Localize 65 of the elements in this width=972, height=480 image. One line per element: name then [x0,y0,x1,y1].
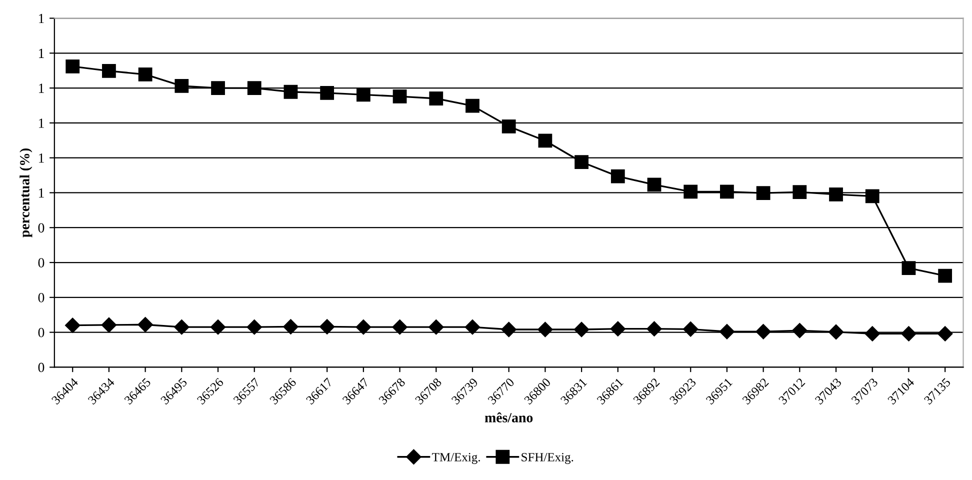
point [502,119,516,134]
y-tick-label: 0 [38,223,44,233]
point [720,184,734,199]
point [864,326,880,342]
y-tick-label: 1 [38,14,44,24]
point [538,322,553,338]
point [829,188,843,202]
y-tick-label: 0 [38,258,44,268]
point [792,322,808,338]
point [901,326,916,342]
point [647,178,662,192]
point [247,81,262,95]
point [246,320,262,335]
point [320,86,334,100]
point [138,317,153,332]
point [392,89,407,104]
point [284,84,298,99]
point [902,261,916,276]
point [538,134,552,148]
point [683,322,698,337]
point [865,189,880,204]
point [610,321,626,336]
point [210,320,226,335]
point [756,186,770,200]
y-tick-label: 1 [38,84,44,93]
point [464,320,480,335]
y-axis-title: percentual (%) [20,148,32,238]
point [501,322,516,338]
point [684,184,698,199]
y-tick-label: 1 [38,188,44,198]
point [792,185,807,199]
y-tick-label: 1 [38,118,44,128]
legend-label: SFH/Exig. [522,452,574,464]
point [938,326,953,342]
point [138,67,152,82]
point [174,320,190,335]
point [320,319,335,334]
point [392,320,408,335]
point [102,64,116,78]
y-tick-label: 1 [38,153,44,163]
point [466,98,480,113]
point [938,268,952,283]
y-tick-label: 0 [38,362,44,372]
point [574,322,590,338]
point [101,317,117,333]
y-tick-label: 0 [38,328,44,338]
y-tick-label: 1 [38,48,44,58]
point [356,88,370,102]
point [646,321,662,336]
point [211,81,225,95]
point [283,319,298,334]
point [66,59,80,74]
point [174,78,189,93]
point [65,318,80,333]
point [428,320,444,335]
legend-label: TM/Exig. [432,452,480,464]
point [356,320,371,335]
point [610,169,625,184]
point [574,155,588,169]
point [828,324,844,340]
x-axis-title: mês/ano [484,412,533,422]
y-tick-label: 0 [38,292,44,302]
point [756,324,771,340]
point [719,324,735,340]
point [429,92,444,106]
